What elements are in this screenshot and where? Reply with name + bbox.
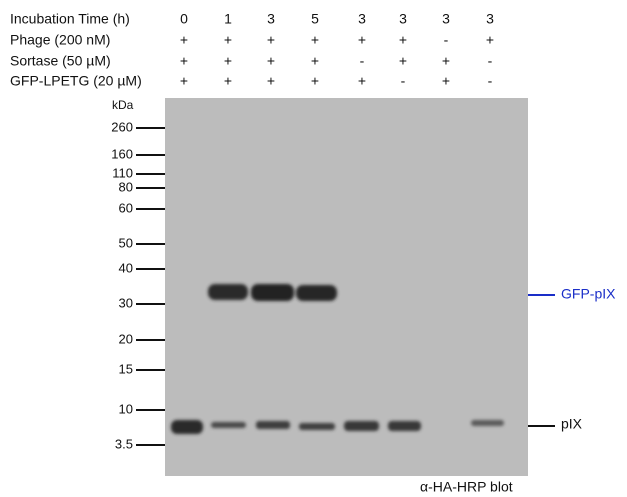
condition-value: +	[311, 53, 319, 69]
condition-value: -	[488, 53, 493, 69]
band	[256, 421, 290, 429]
marker-unit: kDa	[112, 98, 134, 112]
condition-label: GFP-LPETG (20 µM)	[10, 73, 142, 89]
condition-label: Sortase (50 µM)	[10, 53, 111, 69]
condition-label: Phage (200 nM)	[10, 32, 110, 48]
band	[299, 423, 335, 430]
condition-value: 5	[311, 11, 319, 27]
condition-value: +	[224, 73, 232, 89]
marker-label: 30	[119, 295, 133, 310]
condition-value: +	[442, 73, 450, 89]
marker-label: 20	[119, 331, 133, 346]
condition-value: 1	[224, 11, 232, 27]
band	[211, 422, 246, 428]
condition-value: +	[358, 32, 366, 48]
condition-value: +	[358, 73, 366, 89]
condition-value: +	[180, 53, 188, 69]
condition-value: 3	[399, 11, 407, 27]
condition-value: 3	[358, 11, 366, 27]
band-label: GFP-pIX	[561, 286, 616, 302]
band	[171, 420, 203, 434]
condition-value: 0	[180, 11, 188, 27]
condition-value: +	[224, 53, 232, 69]
condition-value: +	[267, 73, 275, 89]
condition-value: +	[311, 32, 319, 48]
band	[388, 421, 421, 431]
condition-value: +	[486, 32, 494, 48]
condition-value: 3	[267, 11, 275, 27]
condition-value: -	[444, 32, 449, 48]
condition-value: +	[180, 32, 188, 48]
condition-label: Incubation Time (h)	[10, 11, 130, 27]
marker-label: 80	[119, 179, 133, 194]
condition-value: +	[180, 73, 188, 89]
condition-value: +	[267, 32, 275, 48]
band-label: pIX	[561, 416, 583, 432]
marker-label: 50	[119, 235, 133, 250]
marker-label: 60	[119, 200, 133, 215]
marker-label: 110	[112, 165, 133, 180]
band	[344, 421, 379, 431]
marker-label: 260	[111, 119, 133, 134]
condition-value: +	[442, 53, 450, 69]
condition-value: +	[399, 53, 407, 69]
caption: α-HA-HRP blot	[420, 479, 513, 495]
band	[471, 420, 504, 426]
condition-value: +	[399, 32, 407, 48]
condition-value: +	[224, 32, 232, 48]
band	[296, 285, 337, 301]
condition-value: 3	[486, 11, 494, 27]
condition-value: -	[360, 53, 365, 69]
marker-label: 15	[119, 361, 133, 376]
condition-value: 3	[442, 11, 450, 27]
condition-value: -	[488, 73, 493, 89]
marker-label: 10	[119, 401, 133, 416]
band	[251, 284, 294, 301]
marker-label: 40	[119, 260, 133, 275]
band	[208, 284, 248, 300]
condition-value: -	[401, 73, 406, 89]
figure: GFP-pIX pIX α-HA-HRP blot kDa Incubation…	[0, 0, 627, 497]
marker-label: 3.5	[115, 436, 133, 451]
condition-value: +	[311, 73, 319, 89]
marker-label: 160	[111, 146, 133, 161]
condition-value: +	[267, 53, 275, 69]
